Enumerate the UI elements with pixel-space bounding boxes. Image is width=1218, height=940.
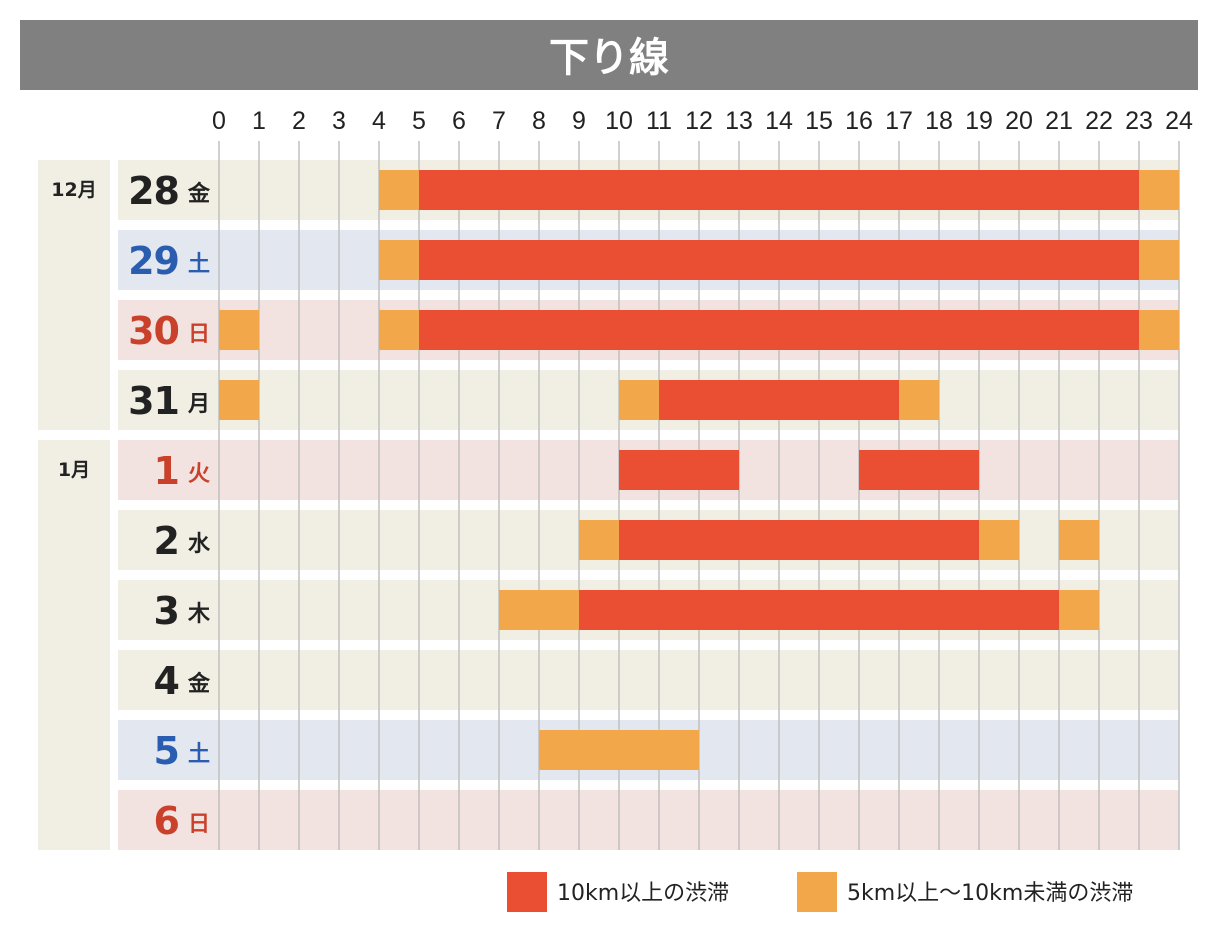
- month-block: [38, 160, 110, 430]
- legend-swatch-5km: [797, 872, 837, 912]
- hour-tick-label: 19: [965, 107, 993, 135]
- day-of-week: 火: [188, 462, 210, 487]
- day-of-week: 月: [187, 392, 210, 417]
- day-row-bg: [118, 650, 1179, 710]
- congestion-bar-5km: [219, 310, 259, 350]
- hour-tick-label: 8: [532, 107, 546, 135]
- hour-tick-label: 2: [292, 107, 306, 135]
- day-number: 6: [154, 799, 179, 843]
- congestion-bar-5km: [1139, 240, 1179, 280]
- hour-tick-label: 7: [492, 107, 506, 135]
- congestion-bar-5km: [539, 730, 699, 770]
- day-row-bg: [118, 790, 1179, 850]
- hour-tick-label: 10: [605, 107, 633, 135]
- congestion-bar-5km: [899, 380, 939, 420]
- month-label: 1月: [58, 459, 90, 481]
- congestion-bar-5km: [379, 170, 419, 210]
- day-number: 28: [128, 169, 179, 213]
- congestion-bar-10km: [419, 170, 1139, 210]
- congestion-bar-5km: [1059, 520, 1099, 560]
- congestion-bar-5km: [379, 240, 419, 280]
- hour-tick-label: 17: [885, 107, 913, 135]
- legend-label: 5km以上〜10km未満の渋滞: [847, 881, 1133, 906]
- hour-tick-label: 1: [252, 107, 266, 135]
- hour-tick-label: 24: [1165, 107, 1193, 135]
- hour-axis: 0 1 2 3 4 5 6 7 8 9 10 11 12 13 14 15 16 17 18 19 20 21 22 23 24: [212, 107, 1193, 135]
- day-number: 31: [128, 379, 179, 423]
- hour-tick-label: 5: [412, 107, 426, 135]
- hour-tick-label: 23: [1125, 107, 1153, 135]
- day-of-week: 水: [188, 532, 211, 557]
- day-of-week: 金: [187, 181, 211, 207]
- day-number: 5: [154, 729, 179, 773]
- congestion-bar-5km: [379, 310, 419, 350]
- congestion-bar-5km: [579, 520, 619, 560]
- day-of-week: 土: [188, 742, 210, 767]
- day-number: 30: [128, 309, 179, 353]
- day-of-week: 日: [188, 322, 210, 347]
- congestion-bar-10km: [619, 450, 739, 490]
- chart-title: 下り線: [549, 35, 669, 81]
- congestion-bar-5km: [1059, 590, 1099, 630]
- hour-tick-label: 3: [332, 107, 346, 135]
- congestion-bar-10km: [859, 450, 979, 490]
- day-number: 29: [128, 239, 179, 283]
- hour-tick-label: 21: [1045, 107, 1073, 135]
- day-of-week: 日: [188, 812, 210, 837]
- congestion-bar-5km: [619, 380, 659, 420]
- hour-tick-label: 4: [372, 107, 386, 135]
- hour-tick-label: 20: [1005, 107, 1033, 135]
- day-of-week: 土: [188, 252, 210, 277]
- congestion-bar-10km: [419, 240, 1139, 280]
- day-of-week: 金: [187, 671, 211, 697]
- congestion-bar-5km: [1139, 170, 1179, 210]
- hour-tick-label: 22: [1085, 107, 1113, 135]
- hour-tick-label: 9: [572, 107, 586, 135]
- month-block: [38, 440, 110, 850]
- congestion-bar-5km: [219, 380, 259, 420]
- legend-swatch-10km: [507, 872, 547, 912]
- legend: 10km以上の渋滞 5km以上〜10km未満の渋滞: [507, 872, 1133, 912]
- legend-label: 10km以上の渋滞: [557, 881, 729, 906]
- day-number: 3: [154, 589, 179, 633]
- hour-tick-label: 15: [805, 107, 833, 135]
- hour-tick-label: 12: [685, 107, 713, 135]
- congestion-bar-5km: [1139, 310, 1179, 350]
- congestion-bar-5km: [979, 520, 1019, 560]
- hour-tick-label: 11: [646, 107, 672, 135]
- month-label: 12月: [51, 179, 96, 201]
- congestion-bar-10km: [619, 520, 979, 560]
- bar-layer: [219, 170, 1179, 770]
- hour-tick-label: 6: [452, 107, 466, 135]
- hour-tick-label: 16: [845, 107, 873, 135]
- day-of-week: 木: [187, 602, 211, 627]
- congestion-bar-10km: [579, 590, 1059, 630]
- hour-tick-label: 14: [765, 107, 793, 135]
- hour-tick-label: 18: [925, 107, 953, 135]
- congestion-bar-10km: [659, 380, 899, 420]
- congestion-bar-10km: [419, 310, 1139, 350]
- congestion-bar-5km: [499, 590, 579, 630]
- day-number: 1: [154, 449, 179, 493]
- title-bar: [20, 20, 1198, 90]
- day-number: 2: [154, 519, 179, 563]
- day-number: 4: [154, 659, 179, 703]
- hour-tick-label: 0: [212, 107, 226, 135]
- hour-tick-label: 13: [725, 107, 753, 135]
